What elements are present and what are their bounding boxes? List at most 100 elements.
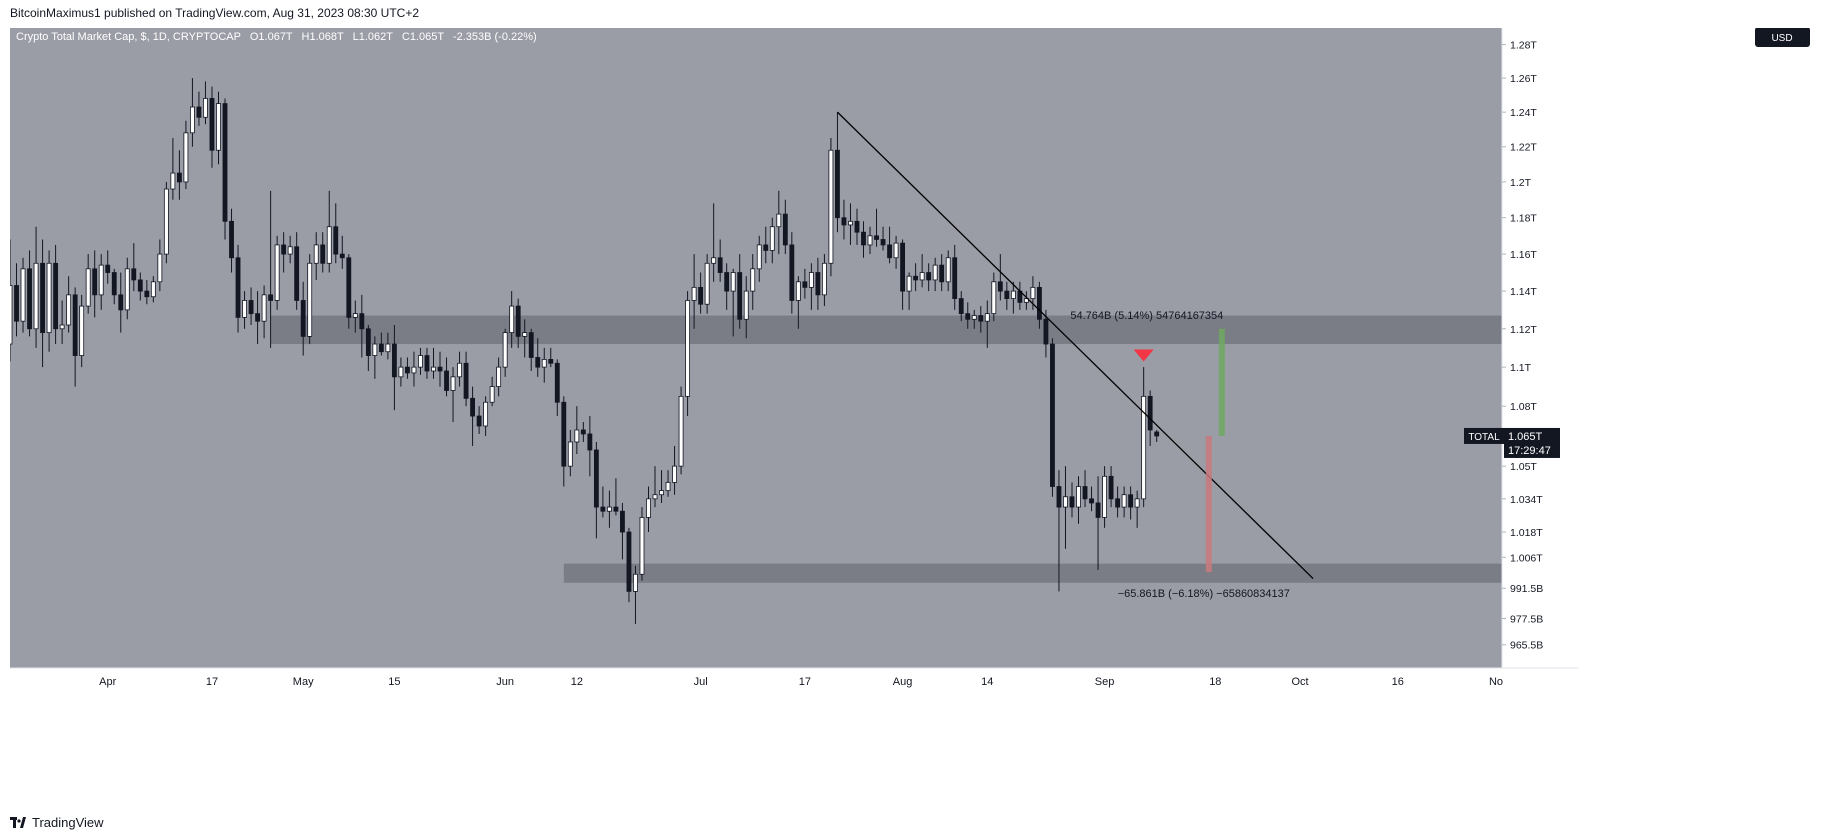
- legend-close-label: C: [402, 31, 410, 43]
- candle: [150, 276, 156, 303]
- price-axis[interactable]: 1.28T 1.26T 1.24T 1.22T 1.2T 1.18T 1.16T 1.14T 1…: [1501, 28, 1578, 668]
- candle: [1134, 490, 1140, 528]
- time-tick-label: 12: [571, 676, 583, 688]
- candle-body: [216, 103, 221, 151]
- candle: [1082, 470, 1088, 508]
- candle: [659, 470, 664, 503]
- candle: [971, 309, 977, 329]
- candle-body: [952, 257, 958, 299]
- candle-body: [300, 300, 306, 337]
- candle-body: [496, 366, 502, 387]
- candle: [997, 254, 1003, 301]
- candle: [333, 203, 339, 264]
- price-tick-label: 1.16T: [1510, 249, 1537, 261]
- measure-down-bar: [1205, 435, 1212, 573]
- price-tick-label: 965.5B: [1510, 640, 1543, 652]
- candle: [945, 250, 951, 292]
- candle-body: [98, 264, 104, 296]
- candle-body: [1115, 498, 1121, 508]
- candle-body: [209, 98, 215, 151]
- currency-badge[interactable]: USD: [1755, 28, 1810, 47]
- candle: [281, 232, 287, 273]
- candle: [828, 138, 834, 277]
- candle-body: [698, 286, 704, 305]
- candle: [405, 357, 410, 379]
- candle-body: [554, 362, 560, 403]
- candle-body: [203, 98, 208, 118]
- candle-body: [1108, 475, 1114, 500]
- candle-body: [92, 268, 98, 296]
- candle: [620, 502, 625, 560]
- candle-body: [418, 355, 423, 368]
- candle-body: [222, 103, 228, 222]
- candle-body: [281, 244, 287, 255]
- candle-body: [580, 429, 586, 435]
- candle: [711, 203, 717, 282]
- candle-body: [900, 242, 906, 292]
- candle-body: [789, 244, 795, 301]
- candle-body: [346, 257, 352, 318]
- candle: [646, 486, 651, 533]
- candle: [1063, 466, 1068, 549]
- price-chart[interactable]: 54.764B (5.14%) 54764167354 −65.861B (−6.…: [10, 28, 1817, 813]
- candle: [528, 328, 534, 372]
- time-axis[interactable]: Apr 17 May 15 Jun 12 Jul 17 Aug 14 Sep 18 Oct 16 No: [10, 667, 1578, 813]
- candle-body: [1069, 496, 1075, 508]
- candle-body: [711, 257, 717, 264]
- candle: [457, 351, 462, 387]
- publish-info: BitcoinMaximus1 published on TradingView…: [10, 6, 420, 20]
- candle-body: [522, 332, 528, 337]
- candle: [470, 386, 476, 446]
- time-tick-label: Jun: [496, 676, 514, 688]
- candle: [867, 226, 873, 255]
- price-tag-value-bg: [1504, 427, 1560, 458]
- candle-body: [841, 217, 847, 226]
- candle-body: [502, 332, 508, 368]
- candle: [698, 272, 704, 314]
- legend-low-value: 1.062T: [359, 31, 394, 43]
- time-tick-label: No: [1489, 676, 1503, 688]
- candle: [984, 300, 990, 348]
- candle: [991, 272, 997, 322]
- candle: [85, 254, 91, 314]
- candle: [59, 300, 65, 345]
- candle: [216, 91, 221, 165]
- candle: [1108, 466, 1114, 508]
- candle-body: [85, 268, 91, 307]
- publish-header: BitcoinMaximus1 published on TradingView…: [10, 6, 419, 20]
- zone-1: [270, 315, 1503, 345]
- candle-body: [854, 220, 860, 233]
- candle: [880, 226, 886, 251]
- candle: [750, 254, 756, 310]
- candle: [365, 324, 371, 372]
- footer-brand: TradingView: [10, 815, 104, 830]
- candle-body: [887, 244, 892, 259]
- candle: [808, 263, 814, 310]
- candle: [541, 347, 547, 383]
- candle-body: [157, 253, 163, 283]
- candle: [1069, 482, 1075, 518]
- candle: [593, 441, 599, 539]
- candle-body: [528, 332, 534, 358]
- candle-body: [190, 106, 195, 134]
- candle-body: [567, 441, 573, 467]
- candle: [391, 324, 397, 411]
- candle: [1128, 486, 1134, 520]
- candle: [952, 244, 958, 310]
- chart-container[interactable]: 54.764B (5.14%) 54764167354 −65.861B (−6.…: [10, 28, 1817, 813]
- candle-body: [10, 285, 13, 345]
- candle-body: [587, 433, 593, 451]
- candle: [606, 490, 612, 528]
- candle: [20, 257, 26, 333]
- candle-body: [476, 415, 482, 427]
- candle-body: [574, 429, 580, 443]
- measure-up-bar: [1218, 328, 1225, 436]
- candle-body: [105, 264, 111, 273]
- candle: [209, 86, 215, 168]
- candle-body: [730, 272, 736, 292]
- candle-body: [880, 239, 886, 246]
- candle-body: [750, 268, 756, 292]
- candle: [835, 112, 840, 233]
- candle-body: [359, 313, 365, 330]
- candle-body: [287, 246, 293, 255]
